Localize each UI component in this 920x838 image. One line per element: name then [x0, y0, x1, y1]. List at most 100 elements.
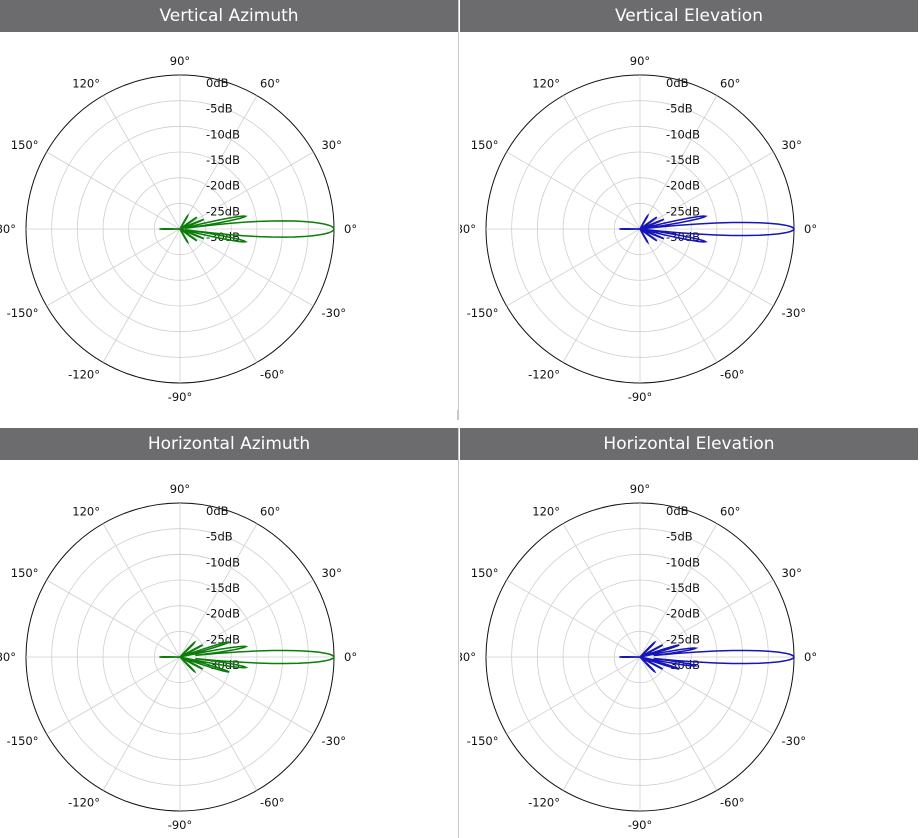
polar-grid-spoke — [639, 523, 718, 658]
angle-tick-label: 30° — [321, 566, 341, 580]
angle-tick-label: -30° — [781, 734, 806, 748]
angle-tick-label: 90° — [170, 482, 190, 496]
polar-grid-spoke — [179, 151, 314, 230]
panel-vertical-azimuth: Vertical Azimuth 0° 30° 60° 90° 120° 150° 180°… — [0, 0, 458, 410]
radial-tick-label: -15dB — [206, 153, 240, 167]
angle-tick-label: 60° — [720, 77, 740, 91]
angle-tick-label: 0° — [804, 650, 817, 664]
polar-grid-spoke — [562, 228, 641, 363]
angle-tick-label: 120° — [72, 505, 100, 519]
radial-tick-label: 0dB — [206, 76, 229, 90]
panel-title: Horizontal Azimuth — [0, 428, 458, 460]
angle-tick-label: 30° — [781, 566, 801, 580]
polar-chart-vertical-elevation: 0° 30° 60° 90° 120° 150° 180° -150° -120° -90° -60… — [460, 54, 817, 404]
radial-tick-label: -15dB — [206, 581, 240, 595]
angle-tick-label: 30° — [321, 138, 341, 152]
panel-title: Horizontal Elevation — [460, 428, 918, 460]
angle-tick-label: -150° — [7, 734, 39, 748]
radial-tick-label: 0dB — [206, 504, 229, 518]
angle-tick-label: 90° — [630, 482, 650, 496]
polar-grid-spoke — [179, 656, 258, 791]
angle-tick-label: -90° — [628, 390, 653, 404]
radial-tick-label: -5dB — [666, 102, 693, 116]
polar-grid-spoke — [179, 95, 258, 230]
panel-title: Vertical Elevation — [460, 0, 918, 32]
radial-tick-label: -5dB — [666, 530, 693, 544]
angle-tick-label: -120° — [68, 367, 100, 381]
radial-tick-label: 0dB — [666, 504, 689, 518]
radiation-pattern-series — [159, 213, 335, 245]
angle-tick-label: -60° — [260, 367, 285, 381]
panel-horizontal-azimuth: Horizontal Azimuth 0° 30° 60° 90° 120° 150° 18… — [0, 428, 458, 838]
angle-tick-label: 120° — [532, 77, 560, 91]
radial-tick-label: -25dB — [666, 632, 700, 646]
angle-tick-label: -90° — [168, 818, 193, 832]
radial-tick-label: -10dB — [206, 127, 240, 141]
radial-tick-label: -15dB — [666, 153, 700, 167]
polar-grid-spoke — [179, 656, 314, 735]
angle-tick-label: -150° — [467, 306, 499, 320]
angle-tick-label: 180° — [0, 650, 16, 664]
polar-grid-spoke — [179, 228, 258, 363]
polar-grid-spoke — [562, 656, 641, 791]
angle-tick-label: 60° — [260, 77, 280, 91]
angle-tick-label: 90° — [630, 54, 650, 68]
radiation-pattern-series — [619, 213, 795, 245]
angle-tick-label: 60° — [720, 505, 740, 519]
radial-tick-label: -10dB — [666, 127, 700, 141]
horizontal-divider — [0, 420, 920, 428]
angle-tick-label: 60° — [260, 505, 280, 519]
radial-tick-label: -20dB — [666, 179, 700, 193]
radiation-pattern-series — [159, 640, 335, 674]
polar-grid-spoke — [639, 228, 774, 307]
radial-tick-label: -10dB — [666, 555, 700, 569]
angle-tick-label: 180° — [460, 222, 476, 236]
polar-grid-spoke — [46, 656, 181, 735]
angle-tick-label: -120° — [528, 367, 560, 381]
polar-grid-spoke — [46, 579, 181, 658]
radial-tick-label: -20dB — [206, 607, 240, 621]
angle-tick-label: -90° — [628, 818, 653, 832]
polar-grid-spoke — [562, 523, 641, 658]
angle-tick-label: -90° — [168, 390, 193, 404]
panel-title: Vertical Azimuth — [0, 0, 458, 32]
polar-grid-spoke — [639, 151, 774, 230]
polar-grid-spoke — [179, 228, 314, 307]
angle-tick-label: 120° — [72, 77, 100, 91]
radial-tick-label: -20dB — [206, 179, 240, 193]
angle-tick-label: 0° — [344, 222, 357, 236]
angle-tick-label: -60° — [720, 367, 745, 381]
polar-grid-spoke — [506, 579, 641, 658]
polar-grid-spoke — [102, 95, 181, 230]
polar-chart-horizontal-elevation: 0° 30° 60° 90° 120° 150° 180° -150° -120° -90° -60… — [460, 482, 817, 832]
angle-tick-label: 150° — [11, 566, 39, 580]
angle-tick-label: 90° — [170, 54, 190, 68]
radial-tick-label: -5dB — [206, 102, 233, 116]
angle-tick-label: -30° — [321, 306, 346, 320]
angle-tick-label: 150° — [471, 138, 499, 152]
polar-grid-spoke — [562, 95, 641, 230]
angle-tick-label: -30° — [321, 734, 346, 748]
polar-grid-spoke — [179, 523, 258, 658]
polar-grid-spoke — [102, 228, 181, 363]
radiation-pattern-series — [619, 640, 795, 674]
polar-grid-spoke — [179, 579, 314, 658]
polar-grid-spoke — [102, 523, 181, 658]
radial-tick-label: 0dB — [666, 76, 689, 90]
polar-chart-horizontal-azimuth: 0° 30° 60° 90° 120° 150° 180° -150° -120° -90° -60… — [0, 482, 357, 832]
angle-tick-label: -150° — [467, 734, 499, 748]
angle-tick-label: 120° — [532, 505, 560, 519]
polar-grid-spoke — [46, 151, 181, 230]
polar-grid-spoke — [102, 656, 181, 791]
radial-tick-label: -25dB — [206, 204, 240, 218]
radial-tick-label: -25dB — [206, 632, 240, 646]
radial-tick-label: -25dB — [666, 204, 700, 218]
polar-grid-spoke — [639, 656, 718, 791]
polar-chart-vertical-azimuth: 0° 30° 60° 90° 120° 150° 180° -150° -120° -90° -60… — [0, 54, 357, 404]
polar-grid-spoke — [506, 151, 641, 230]
polar-grid-spoke — [506, 656, 641, 735]
angle-tick-label: -60° — [720, 795, 745, 809]
angle-tick-label: -120° — [528, 795, 560, 809]
polar-grid-spoke — [639, 579, 774, 658]
angle-tick-label: -30° — [781, 306, 806, 320]
